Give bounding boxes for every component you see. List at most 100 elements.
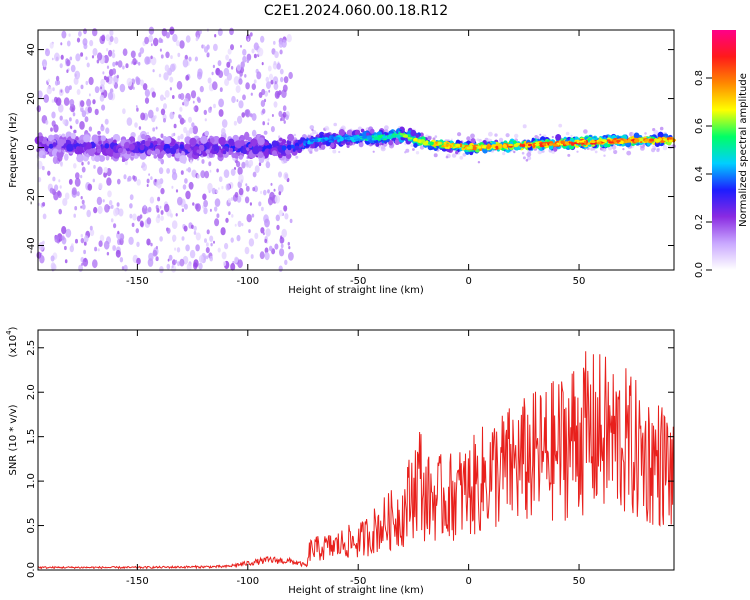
- spectrogram-noise-blob: [219, 87, 223, 92]
- spectrogram-noise-blob: [119, 83, 126, 93]
- spectrogram-noise-blob: [192, 202, 195, 206]
- spectrogram-noise-blob: [169, 76, 174, 83]
- spectrogram-band-core: [597, 141, 602, 145]
- spectrogram-noise-blob: [261, 62, 264, 66]
- spectrogram-noise-blob: [131, 222, 135, 227]
- snr-y-exponent: (x104): [5, 326, 19, 357]
- spectrogram-noise-blob: [117, 178, 121, 185]
- spectrogram-band-blob: [258, 157, 265, 163]
- spectrogram-noise-blob: [115, 249, 121, 258]
- spectrogram-noise-blob: [203, 207, 208, 215]
- spectrogram-noise-blob: [260, 227, 265, 234]
- spectrogram-noise-blob: [146, 178, 150, 184]
- spectrogram-noise-blob: [333, 122, 338, 127]
- spectrogram-noise-blob: [268, 73, 274, 81]
- spectrogram-noise-blob: [280, 118, 282, 122]
- spectrogram-noise-blob: [268, 245, 273, 252]
- spectrogram-noise-blob: [92, 178, 96, 183]
- spectrogram-noise-blob: [264, 90, 269, 97]
- spectrogram-noise-blob: [245, 109, 251, 118]
- spectrogram-noise-blob: [236, 99, 239, 103]
- snr-y-tick-label: 0.5: [26, 518, 37, 534]
- spectrogram-noise-blob: [626, 150, 632, 156]
- spectrogram-band-core: [366, 137, 370, 140]
- spectrogram-noise-blob: [158, 73, 162, 78]
- spectrogram-noise-blob: [179, 258, 185, 267]
- spectrogram-noise-blob: [204, 118, 207, 122]
- spectrogram-noise-blob: [69, 245, 75, 253]
- spectrogram-noise-blob: [55, 97, 62, 106]
- spectrogram-band-core: [472, 146, 477, 150]
- spectrogram-noise-blob: [148, 26, 155, 35]
- spectrogram-noise-blob: [659, 126, 664, 131]
- spectrogram-noise-blob: [230, 65, 234, 70]
- spectrogram-noise-blob: [225, 54, 230, 61]
- spectrogram-noise-blob: [522, 156, 526, 160]
- snr-x-tick-label: 50: [573, 576, 586, 587]
- spectrogram-noise-blob: [184, 178, 188, 184]
- spectrogram-noise-blob: [80, 237, 85, 244]
- spectrogram-noise-blob: [41, 59, 48, 68]
- spectrogram-noise-blob: [136, 215, 141, 222]
- spectrogram-band-core: [583, 140, 587, 144]
- spectrogram-noise-blob: [178, 93, 182, 99]
- spectrogram-band-blob: [52, 142, 57, 147]
- spectrogram-noise-blob: [450, 138, 453, 141]
- spectrogram-noise-blob: [58, 208, 62, 215]
- spectrogram-band-blob: [105, 148, 111, 155]
- spectrogram-noise-blob: [81, 166, 86, 173]
- spectrogram-noise-blob: [607, 146, 613, 151]
- spectrogram-noise-blob: [207, 182, 213, 192]
- spectrogram-noise-blob: [92, 28, 98, 37]
- spectrogram-band-blob: [257, 137, 265, 146]
- spectrogram-band-core: [459, 143, 463, 148]
- spectrogram-band-blob: [96, 147, 102, 154]
- colorbar-tick-label: 0.4: [694, 166, 705, 182]
- spectrogram-noise-blob: [172, 234, 177, 242]
- spectrogram-noise-blob: [279, 248, 285, 257]
- spectrogram-noise-blob: [135, 76, 140, 83]
- spectrogram-noise-blob: [213, 240, 215, 244]
- spectrogram-noise-blob: [101, 34, 106, 42]
- spectrogram-band-core: [495, 145, 499, 149]
- spectrogram-noise-blob: [179, 106, 183, 112]
- spectrogram-band-core: [570, 142, 575, 146]
- spectrogram-band-blob: [200, 135, 208, 144]
- spectrogram-noise-blob: [248, 159, 254, 167]
- spectrogram-noise-blob: [147, 258, 154, 267]
- spectrogram-noise-blob: [94, 108, 99, 116]
- spectrogram-band-blob: [388, 140, 393, 146]
- spectrogram-noise-blob: [160, 210, 164, 215]
- spectrogram-noise-blob: [234, 223, 237, 227]
- spectrogram-noise-blob: [260, 100, 266, 107]
- spectrogram-noise-blob: [85, 56, 88, 60]
- spectrogram-noise-blob: [106, 251, 110, 256]
- spectrogram-band-core: [552, 144, 559, 147]
- spectrogram-noise-blob: [81, 110, 87, 118]
- spectrogram-noise-blob: [225, 217, 229, 223]
- spectrogram-band-blob: [153, 141, 157, 146]
- spectrogram-band-core: [514, 144, 517, 148]
- spectrogram-noise-blob: [136, 241, 140, 247]
- spectrogram-noise-blob: [147, 206, 152, 213]
- spectrogram-noise-blob: [477, 161, 481, 164]
- spectrogram-band-blob: [144, 140, 151, 147]
- spectrogram-noise-blob: [288, 246, 291, 250]
- spectrogram-band-core: [331, 136, 334, 139]
- spectrogram-noise-blob: [203, 199, 209, 208]
- spectrogram-noise-blob: [76, 89, 81, 95]
- snr-y-tick-label: 2.5: [26, 340, 37, 356]
- spectrogram-noise-blob: [213, 103, 216, 109]
- spectrogram-noise-blob: [412, 148, 415, 151]
- spectrogram-noise-blob: [112, 244, 117, 252]
- spectrogram-noise-blob: [108, 49, 113, 57]
- spectrogram-noise-blob: [188, 116, 192, 123]
- spectrogram-band-blob: [218, 137, 226, 145]
- spectrogram-noise-blob: [196, 96, 201, 102]
- spectrogram-noise-blob: [147, 131, 149, 135]
- spectrogram-noise-blob: [59, 185, 62, 189]
- spectrogram-noise-blob: [249, 202, 252, 206]
- spectrogram-noise-blob: [43, 64, 46, 68]
- spectrogram-noise-blob: [36, 105, 41, 113]
